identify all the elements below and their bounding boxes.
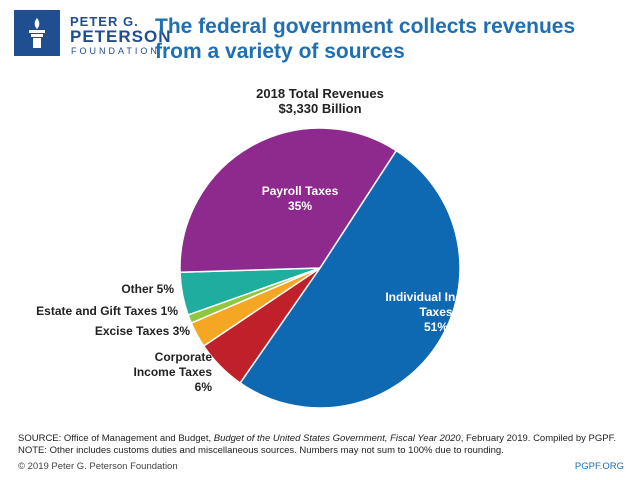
slice-label-line: Excise Taxes 3%	[94, 324, 190, 338]
slice-label-line: Other 5%	[121, 282, 174, 296]
page-title: The federal government collects revenues…	[155, 15, 576, 63]
slice-label-line: Taxes	[419, 305, 453, 319]
torch-logo-icon	[14, 10, 60, 56]
slice-label-line: Estate and Gift Taxes 1%	[36, 304, 178, 318]
slice-percent-label: 51%	[423, 320, 449, 334]
logo-text-line2: PETERSON	[70, 27, 172, 46]
slice-label-line: Payroll Taxes	[261, 184, 339, 198]
note-text: NOTE: Other includes customs duties and …	[18, 445, 504, 456]
slice-label-line: Corporate	[154, 350, 212, 364]
chart-total-label: 2018 Total Revenues $3,330 Billion	[220, 86, 420, 116]
chart-title: 2018 Total Revenues	[256, 86, 384, 101]
slice-label-corporate-income-taxes: Corporate Income Taxes 6%	[112, 350, 212, 395]
slice-label-estate-and-gift-taxes: Estate and Gift Taxes 1%	[26, 304, 178, 319]
slice-percent-label: 6%	[194, 380, 212, 394]
slice-percent-label: 35%	[287, 199, 313, 213]
slice-label-individual-income-taxes: Individual Income Taxes 51%	[376, 290, 496, 335]
slice-label-line: Income Taxes	[133, 365, 212, 379]
pie-slice-payroll-taxes	[179, 127, 398, 274]
pie-slice-individual-income-taxes	[239, 149, 461, 409]
pgpf-logo: PETER G. PETERSON FOUNDATION	[14, 10, 171, 60]
slice-label-excise-taxes: Excise Taxes 3%	[60, 324, 190, 339]
slice-label-payroll-taxes: Payroll Taxes 35%	[240, 184, 360, 214]
logo-text-line1: PETER G.	[70, 14, 139, 29]
logo-text-line3: FOUNDATION	[71, 46, 160, 56]
site-link[interactable]: PGPF.ORG	[574, 461, 624, 472]
slice-label-other: Other 5%	[84, 282, 174, 297]
slice-label-line: Individual Income	[385, 290, 487, 304]
source-note: SOURCE: Office of Management and Budget,…	[18, 433, 628, 457]
copyright: © 2019 Peter G. Peterson Foundation	[18, 461, 178, 472]
chart-subtitle: $3,330 Billion	[278, 101, 362, 116]
source-text: SOURCE: Office of Management and Budget,…	[18, 433, 616, 444]
